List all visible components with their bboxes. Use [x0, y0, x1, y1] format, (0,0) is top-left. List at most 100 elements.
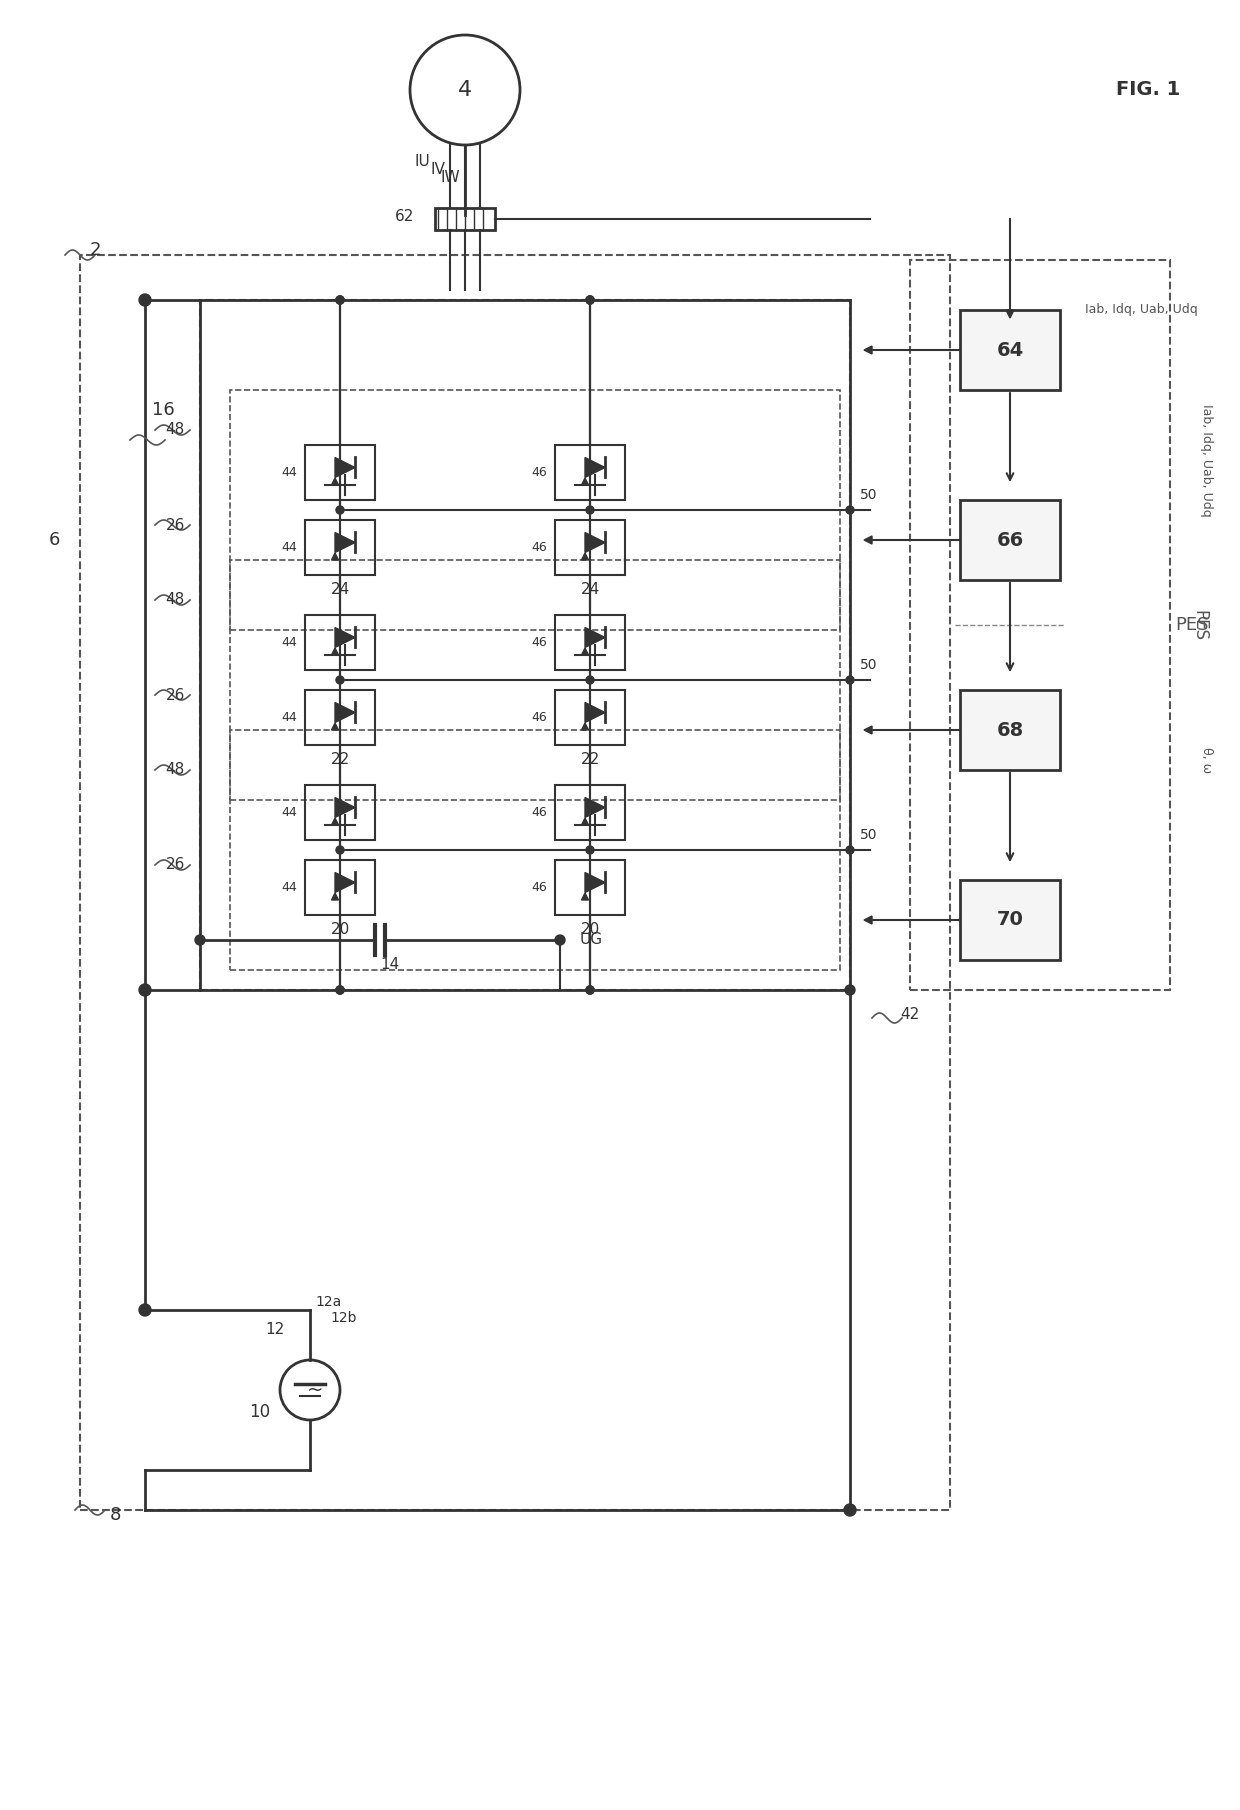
Text: 50: 50	[861, 489, 878, 501]
Bar	[556, 445, 625, 500]
Text: θ, ω: θ, ω	[1200, 748, 1213, 773]
Bar	[229, 389, 839, 630]
Text: 20: 20	[580, 923, 600, 938]
Circle shape	[195, 936, 205, 945]
Polygon shape	[331, 722, 339, 729]
Polygon shape	[335, 798, 355, 818]
Circle shape	[587, 297, 594, 304]
Text: 12: 12	[265, 1323, 285, 1338]
Circle shape	[336, 845, 343, 854]
Text: 12b: 12b	[330, 1310, 357, 1325]
Polygon shape	[335, 872, 355, 892]
Polygon shape	[585, 458, 605, 478]
Circle shape	[139, 1303, 151, 1316]
Circle shape	[336, 507, 343, 514]
Bar	[960, 310, 1060, 389]
Circle shape	[587, 675, 594, 684]
Text: PES: PES	[1190, 610, 1208, 641]
Polygon shape	[585, 628, 605, 648]
Bar	[305, 860, 374, 916]
Circle shape	[587, 297, 594, 304]
Bar	[305, 615, 374, 670]
Bar	[435, 208, 495, 230]
Circle shape	[336, 297, 343, 304]
Text: 46: 46	[531, 881, 547, 894]
Bar	[960, 690, 1060, 769]
Text: ~: ~	[306, 1381, 324, 1399]
Bar	[305, 690, 374, 746]
Bar	[556, 690, 625, 746]
Circle shape	[587, 297, 594, 304]
Bar	[229, 559, 839, 800]
Circle shape	[336, 297, 343, 304]
Text: IV: IV	[430, 163, 445, 177]
Text: 46: 46	[531, 465, 547, 480]
Circle shape	[336, 675, 343, 684]
Bar	[305, 786, 374, 840]
Polygon shape	[331, 648, 339, 655]
Polygon shape	[585, 532, 605, 552]
Circle shape	[336, 297, 343, 304]
Polygon shape	[331, 554, 339, 559]
Text: 42: 42	[900, 1008, 919, 1023]
Text: UG: UG	[580, 932, 603, 947]
Bar	[200, 300, 849, 990]
Polygon shape	[864, 536, 872, 545]
Polygon shape	[864, 346, 872, 355]
Bar	[556, 519, 625, 576]
Circle shape	[587, 986, 594, 994]
Text: 44: 44	[281, 465, 298, 480]
Text: 46: 46	[531, 711, 547, 724]
Text: 48: 48	[166, 592, 185, 608]
Polygon shape	[335, 628, 355, 648]
Text: 68: 68	[997, 720, 1024, 740]
Bar	[960, 500, 1060, 579]
Text: 8: 8	[110, 1506, 122, 1524]
Text: 10: 10	[249, 1403, 270, 1421]
Polygon shape	[1006, 310, 1014, 319]
Text: 6: 6	[48, 530, 60, 548]
Circle shape	[139, 985, 151, 996]
Circle shape	[139, 293, 151, 306]
Circle shape	[556, 936, 565, 945]
Bar	[960, 880, 1060, 959]
Circle shape	[846, 507, 854, 514]
Text: 20: 20	[330, 923, 350, 938]
Text: 46: 46	[531, 805, 547, 818]
Circle shape	[587, 845, 594, 854]
Polygon shape	[331, 818, 339, 825]
Circle shape	[587, 986, 594, 994]
Text: 4: 4	[458, 80, 472, 100]
Circle shape	[844, 1504, 856, 1517]
Bar	[229, 729, 839, 970]
Text: 44: 44	[281, 711, 298, 724]
Circle shape	[844, 985, 856, 996]
Polygon shape	[864, 916, 872, 923]
Circle shape	[336, 986, 343, 994]
Circle shape	[587, 507, 594, 514]
Bar	[305, 519, 374, 576]
Text: 66: 66	[997, 530, 1024, 550]
Text: 48: 48	[166, 422, 185, 438]
Polygon shape	[585, 872, 605, 892]
Text: 26: 26	[166, 858, 185, 872]
Text: 48: 48	[166, 762, 185, 778]
Text: 26: 26	[166, 518, 185, 532]
Text: 22: 22	[330, 753, 350, 767]
Polygon shape	[335, 458, 355, 478]
Bar	[556, 860, 625, 916]
Polygon shape	[331, 892, 339, 900]
Text: FIG. 1: FIG. 1	[1116, 80, 1180, 100]
Circle shape	[336, 986, 343, 994]
Text: 64: 64	[997, 340, 1024, 360]
Text: 50: 50	[861, 827, 878, 842]
Polygon shape	[585, 798, 605, 818]
Polygon shape	[864, 726, 872, 735]
Bar	[305, 445, 374, 500]
Text: 24: 24	[330, 583, 350, 597]
Text: 16: 16	[153, 402, 175, 418]
Text: 50: 50	[861, 659, 878, 672]
Text: 2: 2	[91, 241, 102, 259]
Text: PES: PES	[1176, 615, 1209, 634]
Polygon shape	[582, 478, 589, 485]
